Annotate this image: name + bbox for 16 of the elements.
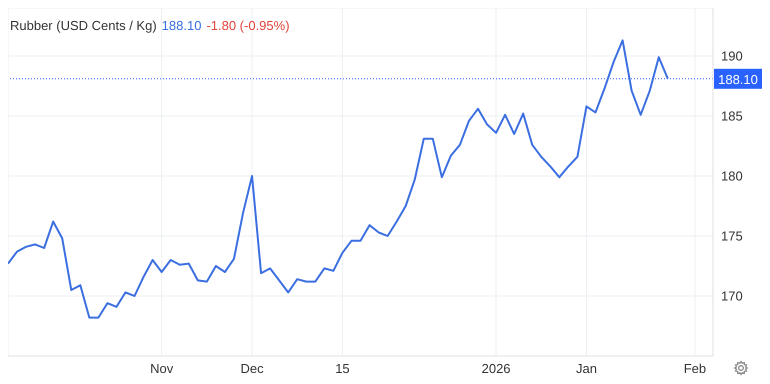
- y-tick-label: 190: [721, 48, 743, 64]
- x-tick-label: 2026: [482, 361, 511, 376]
- annotation: 188.10: [162, 18, 202, 33]
- x-tick-label: 15: [335, 361, 350, 376]
- y-tick-label: 175: [721, 228, 743, 244]
- text: Rubber (USD Cents / Kg): [10, 18, 157, 33]
- y-tick-label: 185: [721, 108, 743, 124]
- x-tick-label: Jan: [576, 361, 597, 376]
- x-tick-label: Nov: [150, 361, 174, 376]
- x-tick-label: Feb: [684, 361, 706, 376]
- y-tick-label: 180: [721, 168, 743, 184]
- y-tick-label: 170: [721, 288, 743, 304]
- line-series: [8, 39, 669, 319]
- x-tick-label: Dec: [240, 361, 264, 376]
- ref-line-label: 188.10: [718, 72, 758, 87]
- annotation: -1.80 (-0.95%): [206, 18, 290, 33]
